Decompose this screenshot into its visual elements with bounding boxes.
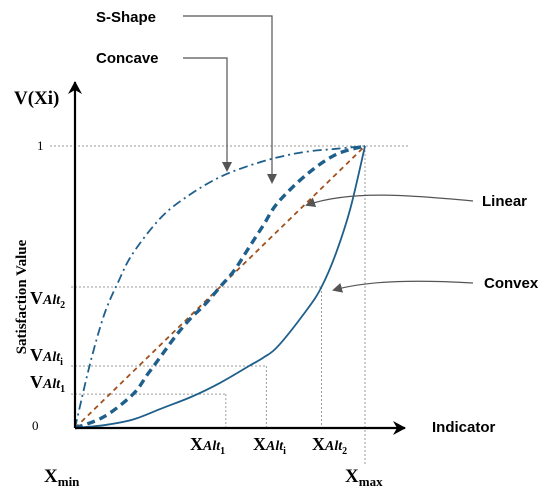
v-marker-alt1: VAlt1 <box>30 372 65 395</box>
y-axis-label: Satisfaction Value <box>14 239 30 354</box>
annotation-convex: Convex <box>484 275 539 292</box>
guide-lines <box>50 145 410 466</box>
v-marker-alt2: VAlt2 <box>30 288 65 311</box>
series-linear <box>74 145 366 429</box>
y-axis-title: V(Xi) <box>14 88 59 109</box>
x-axis-label: Indicator <box>432 419 496 436</box>
x-max-label: Xmax <box>345 466 383 489</box>
y-tick-0: 0 <box>32 418 39 433</box>
series-concave <box>74 145 366 429</box>
series-convex <box>74 145 366 429</box>
x-marker-alt2: XAlt2 <box>312 434 347 457</box>
x-marker-alt1: XAlt1 <box>190 434 225 457</box>
pointer-convex <box>332 280 474 293</box>
x-min-label: Xmin <box>44 466 80 489</box>
annotation-linear: Linear <box>482 193 527 210</box>
y-tick-1: 1 <box>37 138 44 153</box>
annotation-s-shape: S-Shape <box>96 9 156 26</box>
pointer-s-shape <box>183 15 277 184</box>
annotation-concave: Concave <box>96 50 159 67</box>
series-layer <box>74 144 366 430</box>
series-s-shape <box>74 144 366 430</box>
v-marker-alti: VAlti <box>30 345 63 368</box>
pointer-concave <box>183 57 232 172</box>
pointer-linear <box>305 194 474 208</box>
x-marker-alti: XAlti <box>253 434 286 457</box>
